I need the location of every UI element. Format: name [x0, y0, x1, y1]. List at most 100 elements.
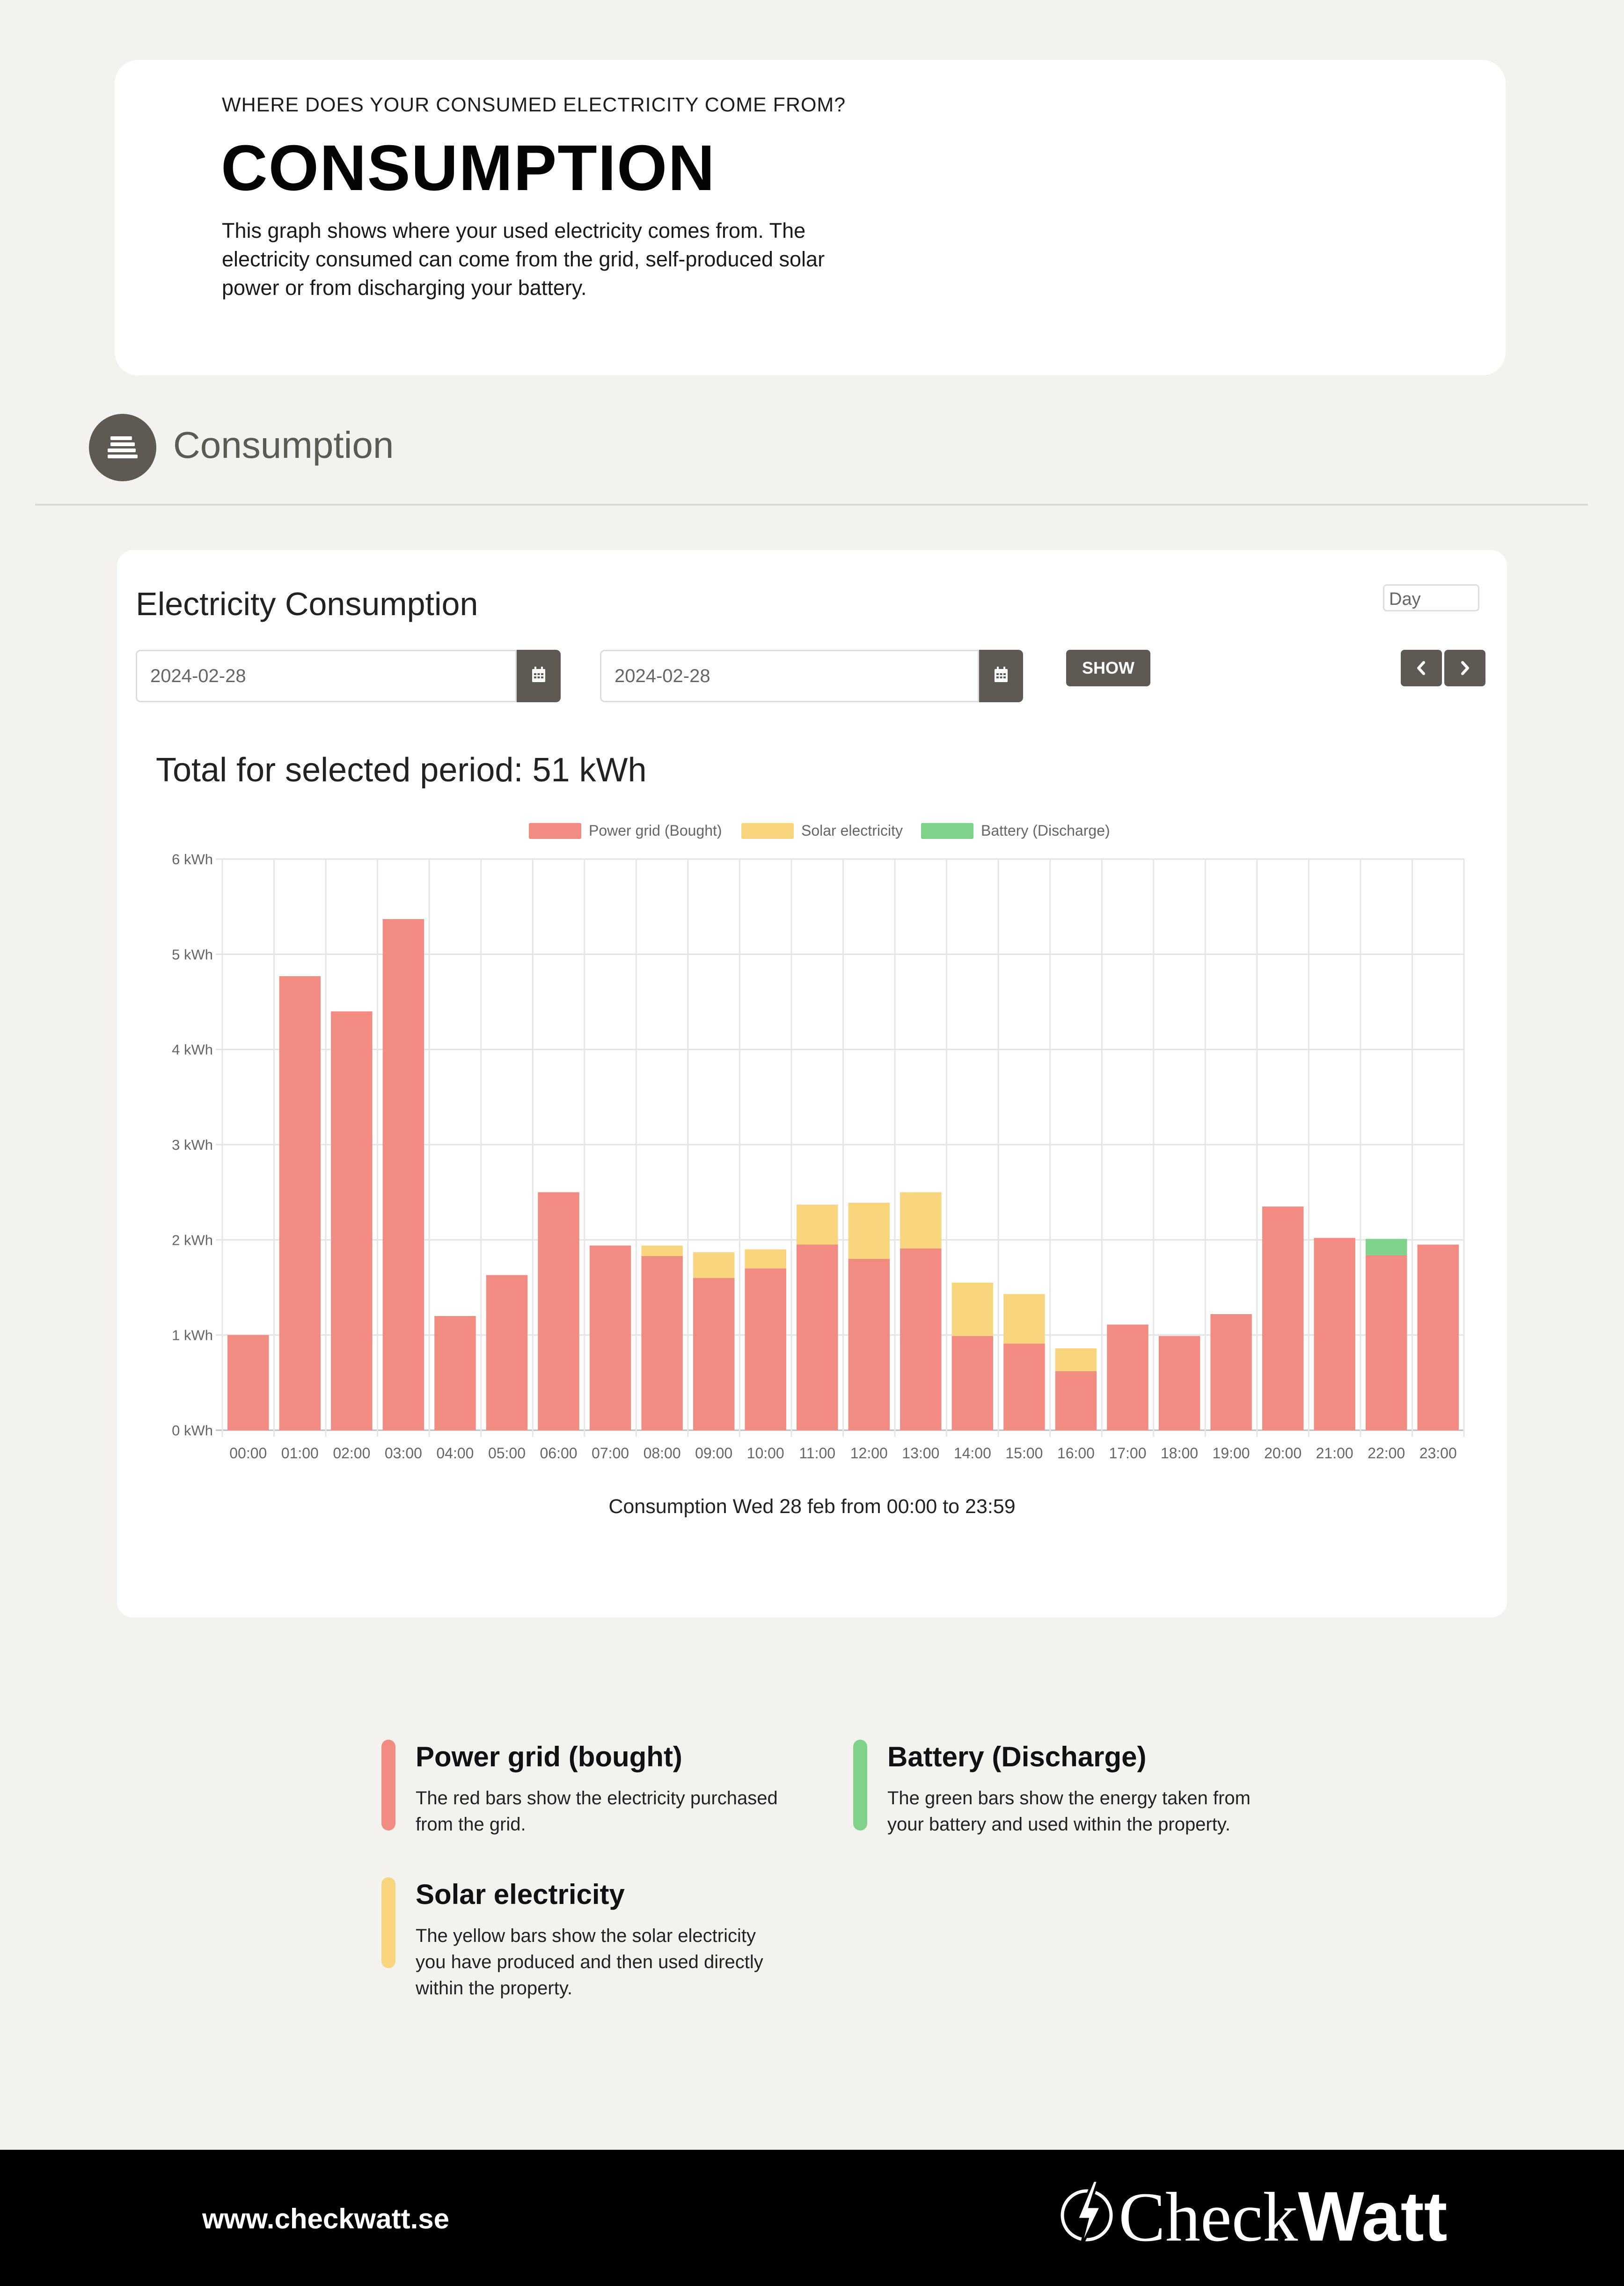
x-tick-label: 04:00	[436, 1445, 474, 1462]
bar-grid-1700[interactable]	[1107, 1324, 1149, 1430]
consumption-chart: 0 kWh 1 kWh 2 kWh 3 kWh 4 kWh 5 kWh 6 kWh 00:00…	[172, 851, 1465, 1462]
bar-grid-0800[interactable]	[641, 1256, 683, 1430]
bar-solar-1000[interactable]	[745, 1249, 786, 1269]
chevron-right-icon	[1461, 661, 1469, 675]
bar-grid-1200[interactable]	[848, 1259, 890, 1430]
x-tick-label: 16:00	[1057, 1445, 1095, 1462]
bar-grid-2300[interactable]	[1417, 1244, 1459, 1431]
lightning-bolt-icon	[1061, 2179, 1113, 2250]
bar-grid-0700[interactable]	[589, 1245, 631, 1430]
bar-solar-0900[interactable]	[693, 1252, 735, 1278]
x-tick-label: 23:00	[1419, 1445, 1457, 1462]
bar-grid-1000[interactable]	[745, 1268, 786, 1430]
y-tick-label: 2 kWh	[172, 1232, 213, 1248]
previous-period-button[interactable]	[1401, 650, 1442, 686]
bar-solar-1600[interactable]	[1055, 1348, 1097, 1371]
legend-label-grid[interactable]: Power grid (Bought)	[589, 822, 722, 839]
x-tick-label: 12:00	[850, 1445, 888, 1462]
bar-grid-1500[interactable]	[1003, 1343, 1045, 1430]
bar-grid-0600[interactable]	[538, 1192, 579, 1430]
bar-grid-0000[interactable]	[227, 1335, 269, 1430]
bar-battery-2200[interactable]	[1365, 1239, 1407, 1255]
bar-grid-1400[interactable]	[951, 1336, 994, 1430]
grid-color-indicator	[381, 1740, 395, 1830]
x-tick-label: 11:00	[799, 1445, 835, 1462]
list-icon	[89, 414, 156, 481]
bar-grid-0500[interactable]	[486, 1275, 528, 1430]
y-tick-label: 1 kWh	[172, 1327, 213, 1344]
section-title: Consumption	[173, 424, 394, 466]
y-tick-label: 3 kWh	[172, 1137, 213, 1153]
solar-explanation-title: Solar electricity	[416, 1879, 625, 1910]
solar-color-indicator	[381, 1877, 395, 1968]
battery-explanation-text: The green bars show the energy taken fro…	[887, 1788, 1251, 1835]
battery-color-indicator	[853, 1740, 867, 1830]
grid-explanation-text: The red bars show the electricity purcha…	[416, 1788, 778, 1835]
bar-solar-1300[interactable]	[900, 1192, 942, 1249]
x-tick-label: 01:00	[281, 1445, 319, 1462]
bar-grid-2200[interactable]	[1365, 1255, 1407, 1430]
show-button[interactable]: SHOW	[1066, 650, 1150, 686]
bar-grid-0400[interactable]	[434, 1316, 476, 1430]
y-tick-label: 6 kWh	[172, 851, 213, 867]
legend-label-battery[interactable]: Battery (Discharge)	[981, 822, 1110, 839]
footer	[0, 2150, 1624, 2286]
bar-grid-2100[interactable]	[1314, 1238, 1355, 1430]
x-tick-label: 02:00	[333, 1445, 370, 1462]
intro-description: This graph shows where your used electri…	[222, 219, 825, 300]
chart-axis-labels: 0 kWh 1 kWh 2 kWh 3 kWh 4 kWh 5 kWh 6 kWh 00:00…	[172, 851, 1457, 1462]
grid-explanation-title: Power grid (bought)	[416, 1741, 682, 1772]
x-tick-label: 20:00	[1264, 1445, 1302, 1462]
to-date-picker-button[interactable]	[979, 650, 1023, 702]
bar-grid-0300[interactable]	[382, 919, 424, 1430]
next-period-button[interactable]	[1444, 650, 1485, 686]
battery-explanation-title: Battery (Discharge)	[887, 1741, 1147, 1772]
legend-swatch-solar	[741, 823, 794, 839]
x-tick-label: 10:00	[747, 1445, 784, 1462]
intro-card	[115, 60, 1506, 375]
x-tick-label: 06:00	[540, 1445, 577, 1462]
x-tick-label: 21:00	[1316, 1445, 1353, 1462]
calendar-icon	[995, 667, 1008, 682]
y-tick-label: 0 kWh	[172, 1422, 213, 1439]
section-divider	[35, 504, 1588, 506]
x-tick-label: 19:00	[1213, 1445, 1250, 1462]
bar-grid-2000[interactable]	[1262, 1206, 1304, 1430]
bar-grid-0100[interactable]	[279, 976, 321, 1430]
chart-bars	[227, 919, 1459, 1430]
x-tick-label: 08:00	[644, 1445, 681, 1462]
bar-grid-1900[interactable]	[1210, 1314, 1252, 1430]
bar-solar-1100[interactable]	[797, 1205, 838, 1245]
bar-grid-1800[interactable]	[1158, 1336, 1200, 1430]
calendar-icon	[532, 667, 545, 682]
x-tick-label: 09:00	[695, 1445, 732, 1462]
bar-solar-1500[interactable]	[1003, 1294, 1045, 1344]
x-tick-label: 15:00	[1005, 1445, 1043, 1462]
solar-explanation-text: The yellow bars show the solar electrici…	[416, 1926, 763, 1999]
legend-swatch-battery	[921, 823, 973, 839]
bar-grid-1100[interactable]	[797, 1244, 838, 1431]
x-tick-label: 13:00	[902, 1445, 939, 1462]
x-tick-label: 14:00	[954, 1445, 991, 1462]
x-tick-label: 07:00	[592, 1445, 629, 1462]
from-date-picker-button[interactable]	[517, 650, 561, 702]
bar-grid-0200[interactable]	[331, 1011, 373, 1430]
footer-website-link[interactable]: www.checkwatt.se	[202, 2203, 449, 2235]
page-title: CONSUMPTION	[221, 132, 716, 204]
bar-grid-0900[interactable]	[693, 1278, 735, 1430]
bar-solar-1400[interactable]	[951, 1282, 994, 1336]
to-date-input[interactable]	[600, 650, 979, 702]
intro-eyebrow: WHERE DOES YOUR CONSUMED ELECTRICITY COM…	[222, 94, 846, 116]
bar-grid-1600[interactable]	[1055, 1371, 1097, 1430]
x-tick-label: 17:00	[1109, 1445, 1146, 1462]
period-total: Total for selected period: 51 kWh	[156, 751, 647, 789]
legend-label-solar[interactable]: Solar electricity	[801, 822, 903, 839]
bar-solar-0800[interactable]	[641, 1245, 683, 1256]
x-tick-label: 22:00	[1368, 1445, 1405, 1462]
x-tick-label: 05:00	[488, 1445, 526, 1462]
bar-grid-1300[interactable]	[900, 1248, 942, 1430]
period-select[interactable]: Day	[1383, 584, 1479, 611]
x-tick-label: 18:00	[1161, 1445, 1198, 1462]
bar-solar-1200[interactable]	[848, 1203, 890, 1259]
from-date-input[interactable]	[136, 650, 517, 702]
